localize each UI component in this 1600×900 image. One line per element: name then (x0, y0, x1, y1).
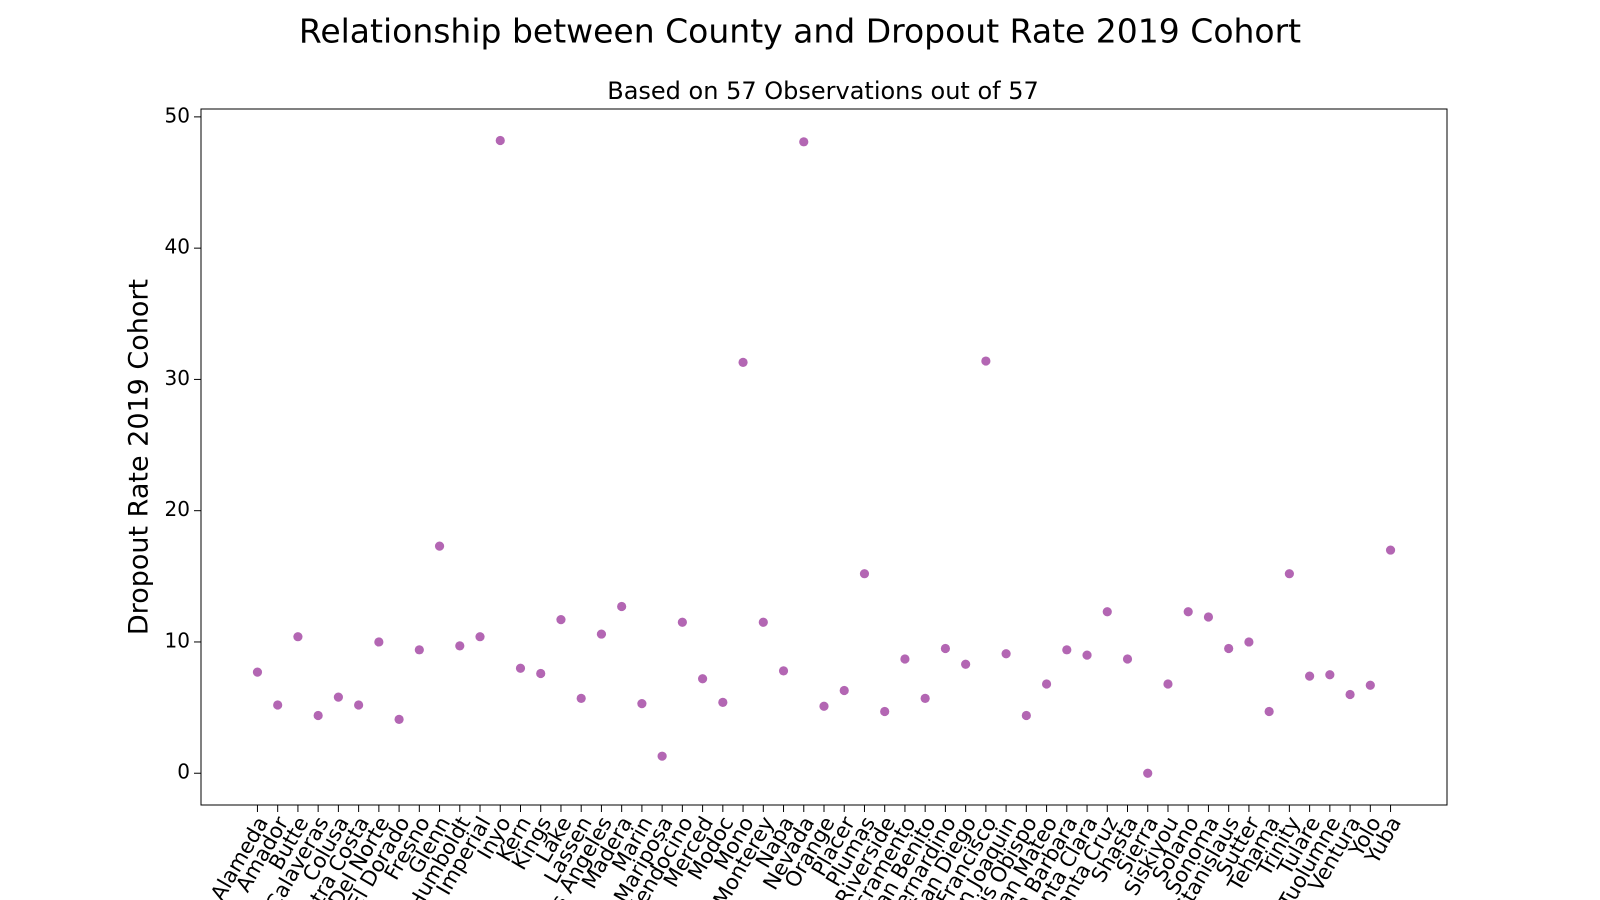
point (495, 135, 505, 146)
point (556, 615, 566, 625)
point (940, 643, 951, 654)
point (961, 659, 971, 669)
point (617, 601, 627, 612)
point (1041, 679, 1052, 689)
point (677, 617, 687, 627)
point (354, 700, 364, 710)
point (1143, 768, 1153, 778)
point (1062, 645, 1072, 655)
y-tick-label: 20 (165, 497, 190, 521)
point (778, 666, 789, 676)
point (758, 617, 768, 627)
point (920, 693, 930, 704)
y-tick-label: 40 (165, 235, 190, 259)
point (1325, 670, 1335, 680)
point (455, 641, 465, 651)
point (536, 668, 546, 679)
point (637, 699, 647, 709)
point (859, 569, 870, 579)
point (981, 356, 991, 366)
point (313, 710, 323, 721)
point (1365, 680, 1375, 690)
point (880, 706, 890, 717)
y-tick-label: 30 (165, 366, 190, 390)
point (738, 357, 748, 367)
point (1345, 689, 1355, 700)
point (293, 632, 303, 642)
point (799, 137, 809, 147)
point (414, 645, 424, 655)
chart-title: Relationship between County and Dropout … (299, 12, 1301, 51)
point (394, 714, 404, 725)
y-tick-label: 10 (165, 628, 190, 652)
point (1385, 545, 1396, 555)
point (697, 674, 708, 684)
point (1305, 671, 1315, 681)
point (900, 654, 910, 664)
point (839, 685, 849, 696)
point (657, 751, 667, 761)
point (1122, 654, 1133, 664)
chart-subtitle: Based on 57 Observations out of 57 (607, 77, 1039, 105)
y-tick-label: 50 (165, 103, 190, 127)
point (1244, 637, 1254, 647)
point (1264, 706, 1274, 717)
point (1082, 650, 1092, 660)
point (333, 692, 343, 702)
point (1203, 612, 1214, 622)
y-axis-label: Dropout Rate 2019 Cohort (124, 279, 155, 635)
point (515, 663, 526, 673)
point (576, 693, 586, 704)
point (1021, 710, 1031, 721)
point (718, 697, 728, 707)
point (1001, 649, 1011, 659)
plot-frame (200, 108, 1448, 806)
point (1183, 607, 1193, 617)
point (1224, 643, 1234, 654)
point (1284, 569, 1294, 579)
y-tick-label: 0 (177, 760, 190, 784)
point (1163, 679, 1173, 689)
point (434, 541, 445, 551)
point (1102, 607, 1112, 617)
point (596, 629, 607, 639)
point (252, 667, 263, 677)
point (374, 637, 384, 647)
point (819, 701, 829, 711)
point (475, 632, 485, 642)
point (273, 700, 283, 710)
